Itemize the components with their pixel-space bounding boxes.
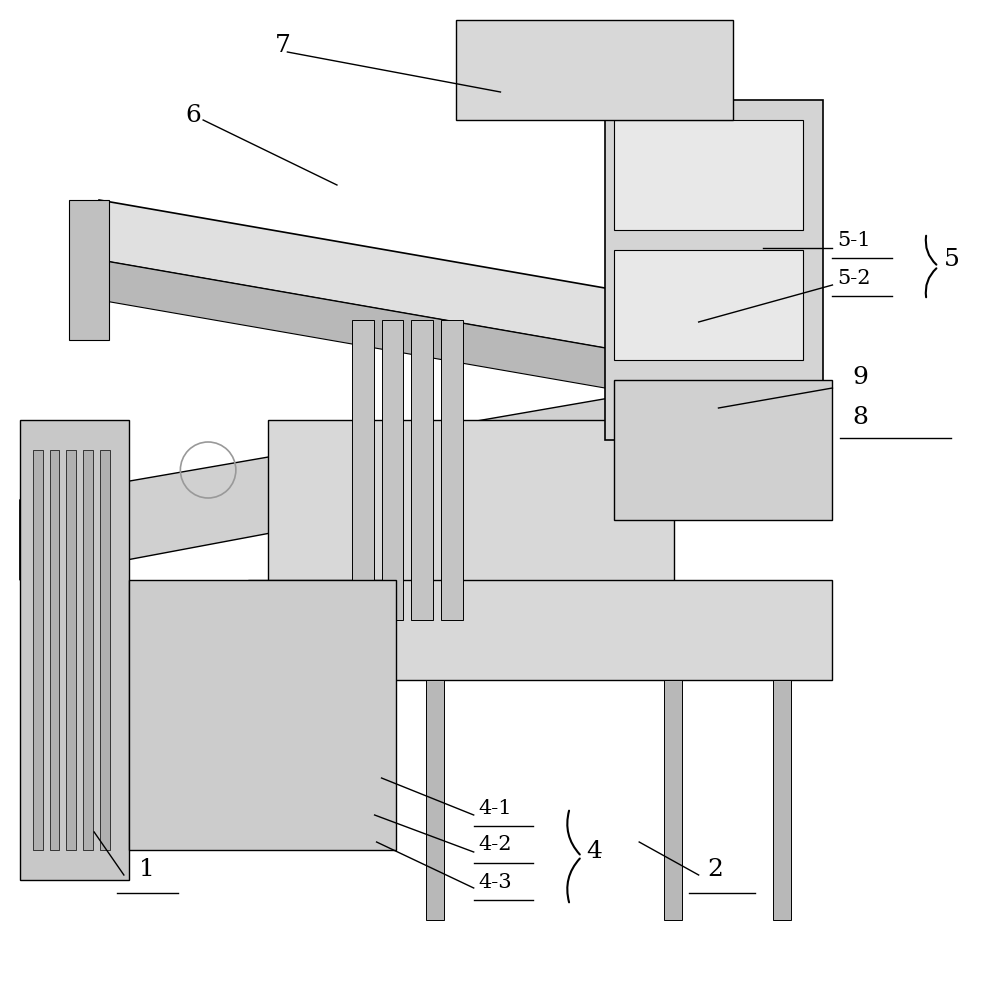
Polygon shape	[605, 100, 823, 440]
Polygon shape	[33, 450, 43, 850]
Polygon shape	[83, 450, 93, 850]
Text: 1: 1	[139, 858, 155, 882]
Polygon shape	[441, 320, 463, 620]
Polygon shape	[411, 320, 433, 620]
Polygon shape	[268, 420, 674, 600]
Polygon shape	[614, 380, 832, 520]
Text: 9: 9	[852, 366, 868, 389]
Polygon shape	[664, 680, 682, 920]
Text: 6: 6	[185, 104, 201, 126]
Polygon shape	[99, 200, 674, 360]
Polygon shape	[69, 200, 109, 340]
Text: 5: 5	[943, 248, 959, 271]
Polygon shape	[456, 20, 733, 120]
Text: 4: 4	[587, 840, 603, 863]
Polygon shape	[50, 450, 59, 850]
Polygon shape	[773, 680, 791, 920]
Text: 8: 8	[852, 406, 868, 429]
Text: 4-2: 4-2	[479, 835, 512, 854]
Polygon shape	[66, 450, 76, 850]
Polygon shape	[100, 450, 110, 850]
Text: 5-1: 5-1	[837, 231, 871, 249]
Text: 2: 2	[708, 858, 723, 882]
Polygon shape	[248, 580, 832, 680]
Polygon shape	[382, 320, 403, 620]
Text: 4-3: 4-3	[479, 872, 512, 892]
Polygon shape	[20, 420, 129, 880]
Polygon shape	[129, 580, 396, 850]
Text: 4-1: 4-1	[479, 798, 512, 818]
Polygon shape	[99, 260, 674, 400]
Polygon shape	[614, 120, 803, 230]
Text: 5-2: 5-2	[837, 268, 871, 288]
Polygon shape	[614, 250, 803, 360]
Polygon shape	[426, 680, 444, 920]
Polygon shape	[20, 380, 714, 580]
Text: 7: 7	[275, 33, 290, 56]
Polygon shape	[352, 320, 374, 620]
